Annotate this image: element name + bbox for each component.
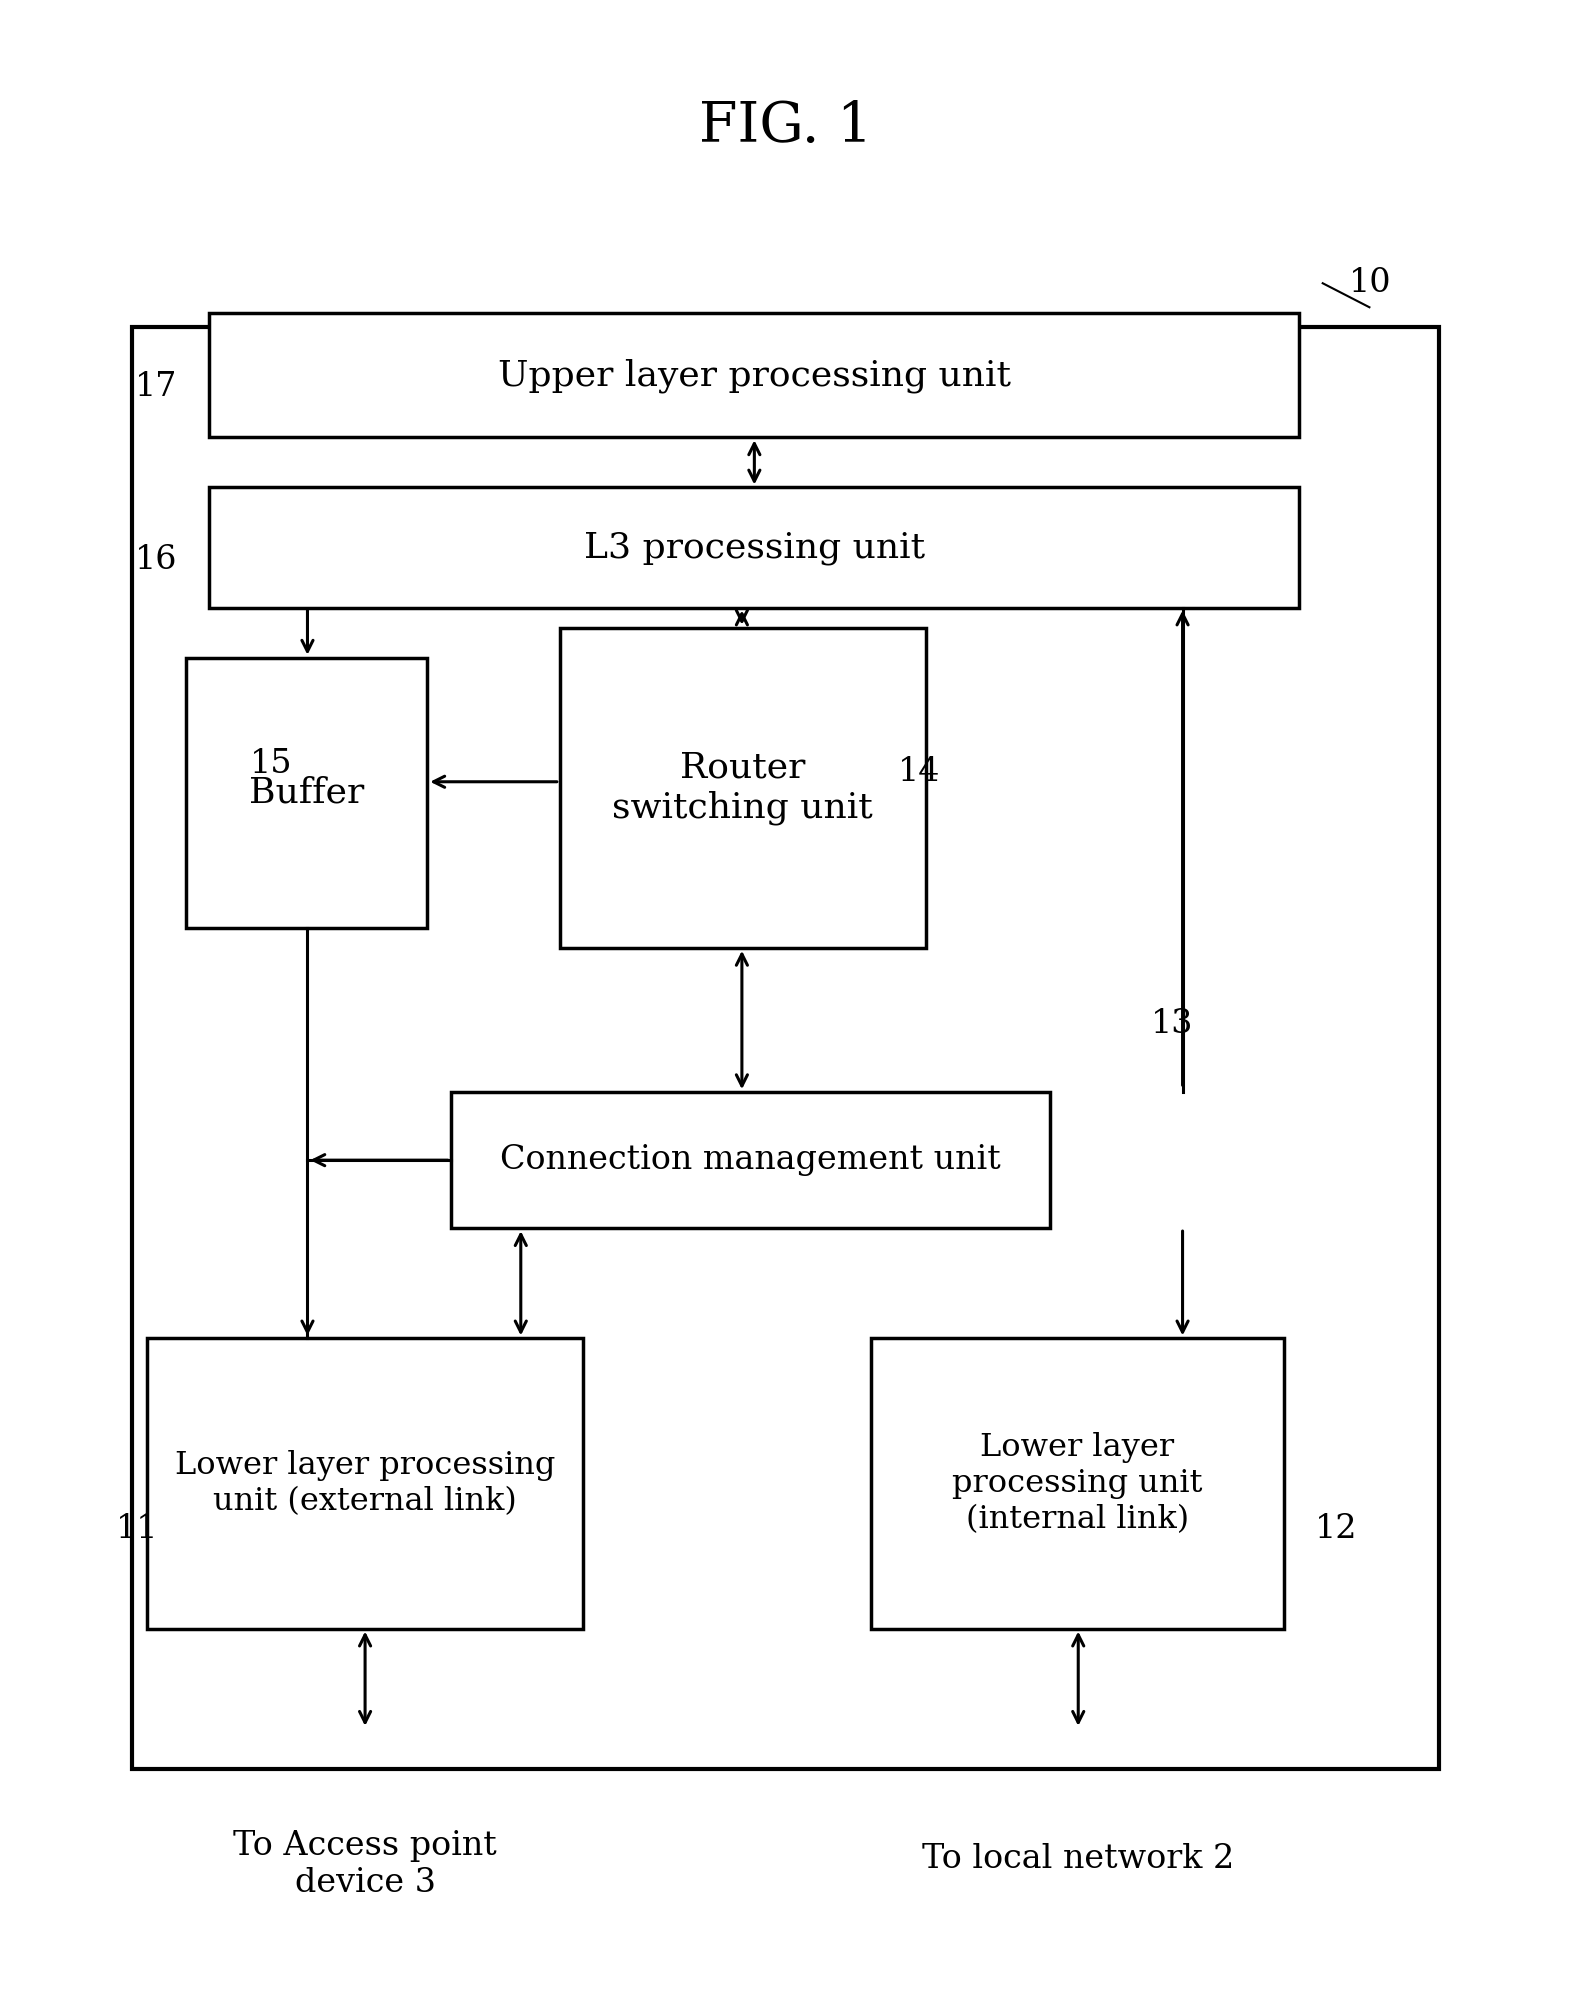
Text: Upper layer processing unit: Upper layer processing unit bbox=[498, 359, 1010, 393]
Text: Router
switching unit: Router switching unit bbox=[613, 750, 873, 825]
Bar bbox=[451, 1093, 1049, 1228]
Text: To local network 2: To local network 2 bbox=[922, 1843, 1235, 1875]
Text: 16: 16 bbox=[135, 544, 178, 575]
Text: To Access point
device 3: To Access point device 3 bbox=[233, 1831, 496, 1899]
Text: 13: 13 bbox=[1152, 1008, 1194, 1040]
Text: 12: 12 bbox=[1315, 1512, 1357, 1544]
Text: Lower layer
processing unit
(internal link): Lower layer processing unit (internal li… bbox=[952, 1431, 1203, 1534]
Text: 10: 10 bbox=[1349, 268, 1392, 298]
Bar bbox=[559, 627, 925, 948]
Text: 14: 14 bbox=[897, 756, 939, 788]
Text: Lower layer processing
unit (external link): Lower layer processing unit (external li… bbox=[174, 1450, 555, 1516]
Text: Connection management unit: Connection management unit bbox=[500, 1145, 1001, 1175]
Bar bbox=[148, 1339, 583, 1629]
Bar bbox=[209, 488, 1299, 607]
Bar bbox=[209, 312, 1299, 437]
Bar bbox=[132, 327, 1439, 1768]
Text: 11: 11 bbox=[116, 1512, 159, 1544]
Bar bbox=[872, 1339, 1284, 1629]
Bar bbox=[185, 657, 427, 927]
Text: 15: 15 bbox=[250, 748, 292, 780]
Text: Buffer: Buffer bbox=[250, 776, 364, 810]
Text: FIG. 1: FIG. 1 bbox=[699, 99, 872, 155]
Text: L3 processing unit: L3 processing unit bbox=[584, 530, 925, 564]
Text: 17: 17 bbox=[135, 371, 178, 403]
